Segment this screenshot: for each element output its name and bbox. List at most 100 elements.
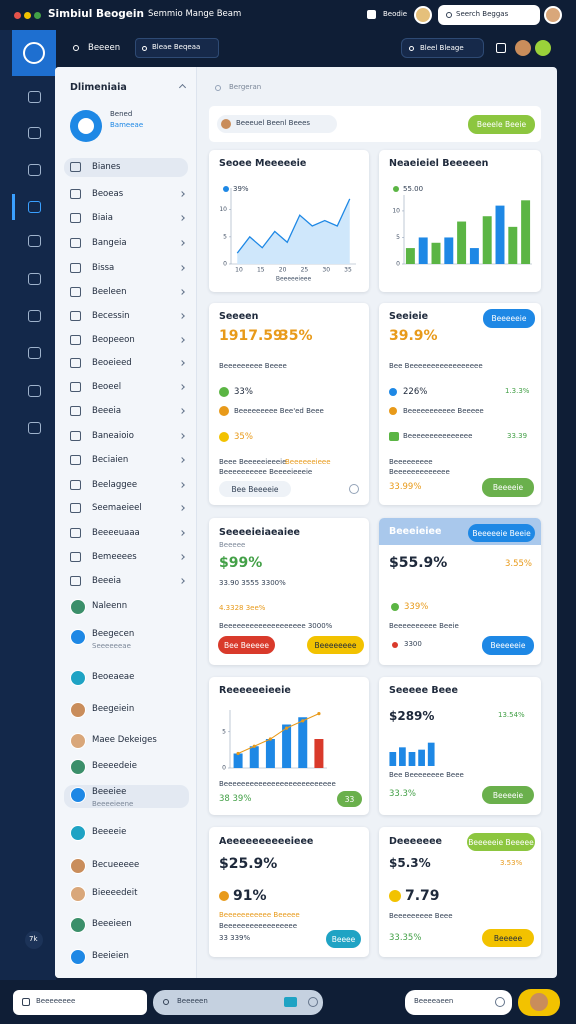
text: Bee Beeeeeeeeeeeeeeeee (389, 362, 483, 370)
text: 35% (234, 432, 253, 442)
sidebar-item[interactable]: Maee Dekeiges (92, 735, 157, 745)
toolbar-right-search[interactable] (401, 38, 484, 58)
card (379, 150, 541, 292)
search-icon (446, 12, 452, 18)
button[interactable]: Beeeeeie (482, 636, 534, 655)
input-pill[interactable] (217, 115, 337, 133)
item-icon (70, 576, 81, 586)
icon (219, 432, 229, 442)
sidebar-item[interactable]: Bianes (92, 162, 121, 172)
sidebar-item[interactable]: Beopeeon (92, 335, 135, 345)
stat: $55.9% (389, 555, 448, 571)
button[interactable]: Beeeeeeee (307, 636, 364, 654)
icon (389, 432, 399, 441)
window-dot (13, 11, 21, 19)
refresh-icon (349, 484, 359, 494)
sidebar-item[interactable]: Seemaeieel (92, 503, 142, 513)
button[interactable]: Beeeeeie (483, 309, 535, 328)
sidebar-item[interactable]: Beciaien (92, 455, 129, 465)
bottom-right-input[interactable] (405, 990, 512, 1015)
search-icon (163, 999, 169, 1005)
rail-icon (28, 91, 41, 103)
item-icon (70, 287, 81, 297)
item-icon (70, 382, 81, 392)
button[interactable]: Bee Beeeee (218, 636, 275, 654)
text: 3.53% (500, 859, 523, 867)
sidebar-item[interactable]: Becueeeee (92, 860, 140, 870)
text: Beeeeeeieee (285, 458, 331, 466)
sidebar-item[interactable]: Beegecen (92, 629, 135, 639)
app-title: Simbiul Beogein (48, 8, 144, 20)
sidebar-item[interactable]: Beegeiein (92, 704, 135, 714)
button[interactable]: Beeeeeie Beeie (468, 524, 535, 542)
legend-icon (393, 186, 399, 192)
text: 3.55% (505, 559, 533, 569)
text: Beeeee (219, 541, 246, 549)
sidebar-item[interactable]: Beeeia (92, 576, 122, 586)
rail-icon (28, 422, 41, 434)
sidebar-item[interactable]: Becessin (92, 311, 130, 321)
avatar (535, 40, 551, 56)
button[interactable]: Bee Beeeeie (219, 481, 291, 497)
button[interactable]: Beeee (326, 930, 361, 948)
item-icon (70, 503, 81, 513)
text: 33.99% (389, 482, 422, 492)
sidebar-item[interactable]: Beelaggee (92, 480, 138, 490)
text: Beeeeeeeeeee Beeeee (403, 407, 484, 415)
app-subtitle: Semmio Mange Beam (148, 9, 242, 19)
text: Beeeeeeeee (389, 458, 433, 466)
icon (219, 387, 229, 397)
rail-icon (28, 273, 41, 285)
sidebar-item[interactable]: Baneaioio (92, 431, 134, 441)
button[interactable]: Beeeee (482, 929, 534, 947)
avatar (544, 6, 562, 24)
item-avatar (70, 599, 86, 615)
sidebar-item[interactable]: Bieeeedeit (92, 888, 138, 898)
sidebar-item[interactable]: Beeieien (92, 951, 129, 961)
item-icon (70, 480, 81, 490)
button[interactable]: Beeele Beeie (468, 115, 535, 134)
input-text: Beeeuel Beenl Beees (236, 119, 311, 127)
card-title: Seeeen (219, 311, 259, 322)
search-box[interactable] (438, 5, 540, 25)
icon (219, 406, 229, 416)
card-title: Aeeeeeeeeeeieee (219, 836, 314, 847)
sidebar-item[interactable]: Biaia (92, 213, 113, 223)
toolbar-search[interactable] (135, 38, 219, 58)
avatar (515, 40, 531, 56)
text: 1.3.3% (505, 387, 530, 395)
sidebar-item[interactable]: Beeleen (92, 287, 127, 297)
sidebar-item[interactable]: Beeeeuaaa (92, 528, 140, 538)
sidebar-item[interactable]: Bissa (92, 263, 115, 273)
sidebar-item[interactable]: Beoeas (92, 189, 124, 199)
search-icon (141, 45, 147, 51)
window-dot (33, 11, 41, 19)
button[interactable]: Beeeeie (482, 478, 534, 497)
sidebar-item[interactable]: Beeeieen (92, 919, 132, 929)
text: Beeeeeeeeeeeeeeeeeeeeeeeeee (219, 780, 336, 788)
sidebar-item[interactable]: Bemeeees (92, 552, 137, 562)
icon (389, 890, 401, 902)
stat: 1917.59 (219, 328, 283, 344)
card-title: Seeeeieiaeaiee (219, 527, 300, 538)
sidebar-item[interactable]: Beeeiee (92, 787, 127, 797)
button[interactable]: Beeeeie (482, 786, 534, 804)
sidebar-item[interactable]: Bangeia (92, 238, 127, 248)
text: 33.90 3555 3300% (219, 579, 286, 587)
sidebar-item[interactable]: Naleenn (92, 601, 128, 611)
bottom-input[interactable] (13, 990, 147, 1015)
sidebar-item-sub: Beeeeieene (92, 800, 134, 808)
button[interactable]: 33 (337, 791, 362, 807)
item-icon (70, 263, 81, 273)
text: Bee Beeeeeeee Beee (389, 771, 464, 779)
sidebar-item[interactable]: Beeeedeie (92, 761, 137, 771)
sidebar-item[interactable]: Beoeaeae (92, 672, 135, 682)
rail-icon (28, 385, 41, 397)
sidebar-item[interactable]: Beoeel (92, 382, 122, 392)
sidebar-item[interactable]: Beeeeie (92, 827, 127, 837)
sidebar-item[interactable]: Beoeieed (92, 358, 132, 368)
search-icon (73, 45, 79, 51)
item-avatar (70, 733, 86, 749)
button[interactable]: Beeeeeie Beeeee (467, 833, 535, 851)
sidebar-item[interactable]: Beeeia (92, 406, 122, 416)
